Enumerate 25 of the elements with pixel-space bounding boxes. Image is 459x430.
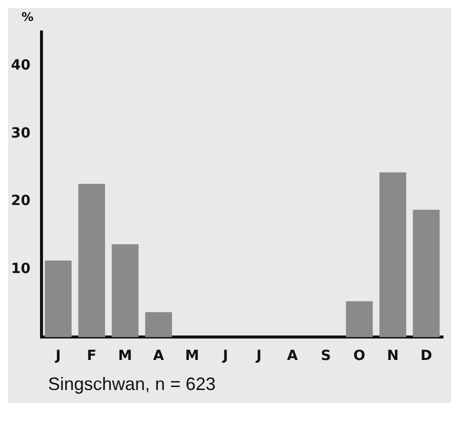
x-tick-label: J (255, 348, 262, 364)
x-tick-label: S (320, 348, 331, 364)
y-axis-title: % (21, 10, 34, 24)
x-tick-label: M (118, 348, 132, 364)
x-tick-label: O (353, 348, 366, 364)
x-tick-label: A (287, 348, 298, 364)
bar (346, 301, 373, 338)
x-tick-label: M (185, 348, 200, 364)
bar (379, 172, 406, 338)
bar (44, 260, 72, 338)
x-tick-label: J (222, 348, 228, 364)
x-tick-label: A (153, 348, 164, 364)
text: Singschwan, n = 623 (47, 373, 217, 396)
bar (112, 244, 139, 338)
y-tick-label: 10 (11, 261, 31, 278)
y-tick-label: 40 (11, 58, 31, 74)
bar (78, 184, 106, 338)
x-tick-label: D (420, 348, 432, 364)
y-tick-label: 20 (11, 193, 31, 210)
x-tick-label: N (386, 348, 399, 364)
bar (412, 210, 440, 338)
y-tick-label: 30 (11, 125, 31, 142)
bar (145, 312, 172, 338)
x-tick-label: F (86, 348, 96, 364)
x-tick-label: J (54, 348, 61, 364)
